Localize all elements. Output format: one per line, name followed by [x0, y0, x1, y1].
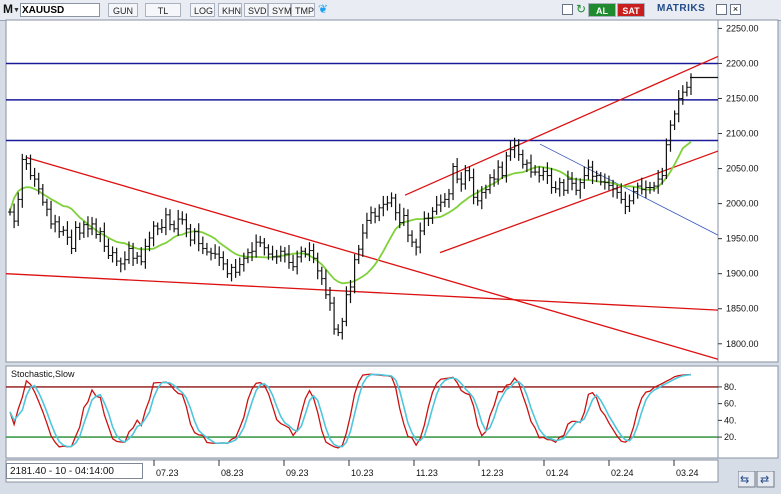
maximize-icon[interactable]: [716, 4, 727, 15]
y-tick-label: 2200.00: [726, 58, 759, 68]
symbol-label: XAUUSD: [22, 5, 65, 16]
x-tick-label: 07.23: [156, 468, 179, 478]
toolbar-button-tmp[interactable]: TMP: [291, 3, 315, 17]
toolbar-button-tl[interactable]: TL: [145, 3, 181, 17]
y-tick-label: 2250.00: [726, 23, 759, 33]
bird-icon[interactable]: ❦: [318, 2, 329, 16]
x-tick-label: 03.24: [676, 468, 699, 478]
x-tick-label: 08.23: [221, 468, 244, 478]
refresh-icon[interactable]: ⇆: [740, 474, 749, 486]
symbol-field[interactable]: XAUUSD: [20, 3, 100, 17]
toolbar-button-gun[interactable]: GUN: [108, 3, 138, 17]
status-readout: 2181.40 - 10 - 04:14:00: [6, 463, 143, 479]
stoch-y-tick-label: 80.: [724, 382, 737, 392]
y-tick-label: 2050.00: [726, 164, 759, 174]
y-tick-label: 2150.00: [726, 93, 759, 103]
buy-button[interactable]: AL: [588, 3, 616, 17]
toolbar-button-sym[interactable]: SYM: [268, 3, 292, 17]
y-tick-label: 1850.00: [726, 304, 759, 314]
stoch-panel: [5, 365, 719, 459]
toolbar-button-svd[interactable]: SVD: [244, 3, 268, 17]
y-tick-label: 1900.00: [726, 269, 759, 279]
toolbar: M ▼ XAUUSD GUN TL LOG KHN SVD SYM TMP ❦ …: [0, 0, 781, 21]
blue-trend-line: [539, 143, 719, 236]
sell-button[interactable]: SAT: [617, 3, 645, 17]
stoch-y-tick-label: 20.: [724, 432, 737, 442]
nav-icons: ⇆ ⇄: [738, 471, 775, 488]
y-tick-label: 2100.00: [726, 129, 759, 139]
toolbar-button-log[interactable]: LOG: [190, 3, 215, 17]
y-tick-label: 2000.00: [726, 199, 759, 209]
y-tick-label: 1800.00: [726, 339, 759, 349]
price-axis-panel: [717, 19, 779, 363]
menu-button[interactable]: M: [3, 2, 13, 16]
y-tick-label: 1950.00: [726, 234, 759, 244]
stoch-y-tick-label: 60.: [724, 399, 737, 409]
stoch-d-line: [9, 373, 692, 448]
brand-logo: MATRIKS: [657, 3, 706, 14]
x-tick-label: 12.23: [481, 468, 504, 478]
dropdown-icon[interactable]: ▼: [13, 7, 20, 14]
x-tick-label: 10.23: [351, 468, 374, 478]
trend-channel-line: [25, 156, 719, 360]
x-tick-label: 01.24: [546, 468, 569, 478]
stoch-axis-panel: [717, 365, 779, 459]
price-panel: [5, 19, 719, 363]
x-tick-label: 09.23: [286, 468, 309, 478]
stoch-y-tick-label: 40.: [724, 415, 737, 425]
refresh-icon[interactable]: ↻: [576, 2, 587, 16]
x-tick-label: 11.23: [416, 468, 438, 478]
stoch-title: Stochastic,Slow: [11, 369, 75, 379]
x-tick-label: 02.24: [611, 468, 634, 478]
window-restore-icon[interactable]: [562, 4, 573, 15]
toolbar-button-khn[interactable]: KHN: [218, 3, 242, 17]
trend-channel-line: [5, 273, 719, 311]
scroll-icon[interactable]: ⇄: [760, 474, 769, 486]
close-icon[interactable]: ×: [730, 4, 741, 15]
